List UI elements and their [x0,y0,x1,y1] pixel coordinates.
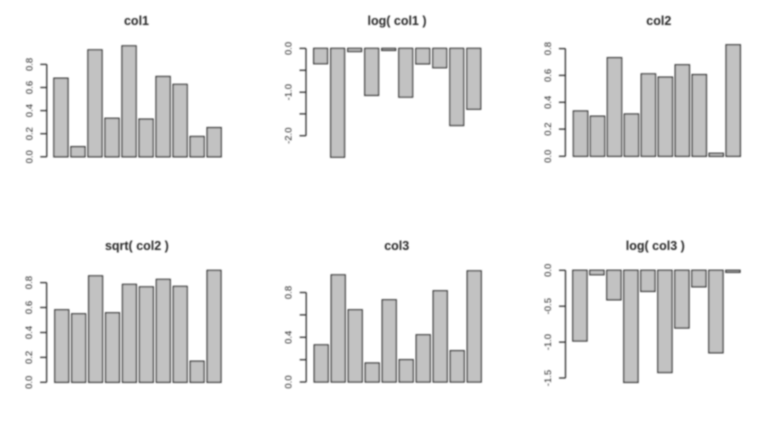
svg-text:0.0: 0.0 [24,150,35,163]
svg-text:0.0: 0.0 [284,42,295,55]
svg-text:col1: col1 [124,14,149,28]
svg-text:log( col3 ): log( col3 ) [626,239,685,253]
svg-text:0.4: 0.4 [543,96,554,109]
svg-text:0.4: 0.4 [24,326,35,339]
svg-text:0.6: 0.6 [24,81,35,94]
svg-text:0.2: 0.2 [24,351,35,364]
svg-text:0.6: 0.6 [24,301,35,314]
svg-text:0.6: 0.6 [543,69,554,82]
svg-text:0.4: 0.4 [284,331,295,344]
svg-text:log( col1 ): log( col1 ) [367,14,426,28]
svg-text:0.8: 0.8 [24,276,35,289]
svg-text:0.0: 0.0 [543,264,554,277]
svg-text:-2.0: -2.0 [284,128,295,144]
svg-text:0.8: 0.8 [543,42,554,55]
svg-text:0.0: 0.0 [543,150,554,163]
svg-text:0.8: 0.8 [24,58,35,71]
svg-text:-1.0: -1.0 [543,334,554,350]
svg-text:col2: col2 [646,14,671,28]
svg-text:0.0: 0.0 [284,375,295,388]
svg-text:0.0: 0.0 [24,376,35,389]
svg-text:0.2: 0.2 [24,127,35,140]
svg-text:col3: col3 [384,239,409,253]
svg-text:-1.5: -1.5 [543,370,554,386]
svg-text:0.4: 0.4 [24,104,35,117]
svg-text:0.2: 0.2 [543,122,554,135]
svg-text:-1.0: -1.0 [284,84,295,100]
svg-text:sqrt( col2 ): sqrt( col2 ) [105,239,169,253]
svg-text:0.8: 0.8 [284,286,295,299]
svg-text:-0.5: -0.5 [543,298,554,314]
